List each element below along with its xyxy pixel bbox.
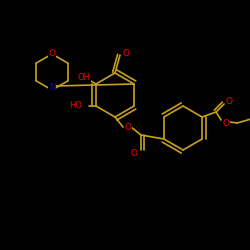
Text: O: O bbox=[122, 48, 130, 58]
Text: O: O bbox=[48, 50, 56, 58]
Text: O: O bbox=[222, 118, 230, 128]
Text: HO: HO bbox=[69, 102, 82, 110]
Text: O: O bbox=[130, 148, 138, 158]
Text: OH: OH bbox=[78, 72, 90, 82]
Text: N: N bbox=[48, 84, 56, 92]
Text: O: O bbox=[226, 96, 232, 106]
Text: O: O bbox=[124, 122, 132, 132]
